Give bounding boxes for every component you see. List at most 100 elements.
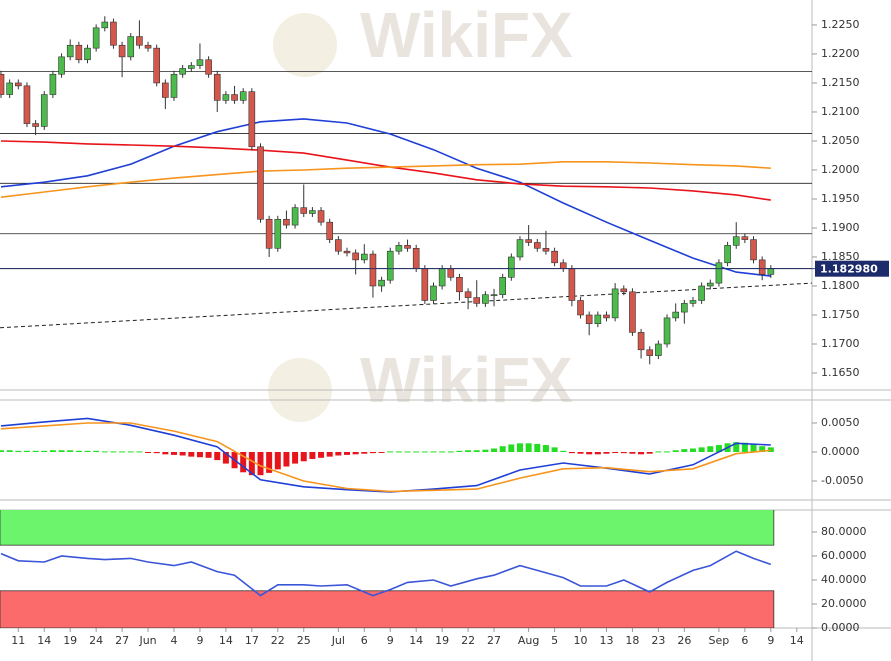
x-tick-label: 19 xyxy=(435,634,449,647)
histogram-bar xyxy=(67,450,74,452)
y-tick-label: 20.0000 xyxy=(821,597,867,610)
histogram-bar xyxy=(551,447,558,452)
candle-body xyxy=(395,245,403,252)
histogram-bar xyxy=(145,452,152,453)
histogram-bar xyxy=(508,444,515,452)
histogram-bar xyxy=(257,452,264,476)
histogram-bar xyxy=(41,450,48,452)
candle-body xyxy=(248,91,256,148)
zone-band xyxy=(0,510,775,546)
y-tick-label: 0.0050 xyxy=(821,416,860,429)
histogram-bar xyxy=(733,442,740,452)
candle-body xyxy=(32,123,39,127)
histogram-bar xyxy=(318,452,325,458)
candle-body xyxy=(49,73,57,95)
histogram-bar xyxy=(274,452,281,470)
histogram-bar xyxy=(421,451,428,453)
histogram-bar xyxy=(491,448,498,452)
candle-body xyxy=(187,65,195,69)
histogram-bar xyxy=(188,452,195,457)
candle-body xyxy=(430,285,437,301)
candle-body xyxy=(58,56,65,75)
x-tick-label: 9 xyxy=(767,634,774,647)
candle-body xyxy=(127,36,135,58)
histogram-bar xyxy=(352,452,359,455)
y-tick-label: -0.0050 xyxy=(821,474,863,487)
candle-body xyxy=(118,44,126,58)
last-price-label: 1.182980 xyxy=(820,263,878,276)
x-tick-label: 27 xyxy=(487,634,501,647)
x-tick-label: Aug xyxy=(518,634,539,647)
candle-body xyxy=(568,268,576,301)
histogram-bar xyxy=(689,448,696,452)
indicator-line xyxy=(0,161,771,198)
x-tick-label: 23 xyxy=(651,634,665,647)
candle-body xyxy=(655,343,662,356)
histogram-bar xyxy=(15,450,22,452)
histogram-bar xyxy=(32,450,39,452)
histogram-bar xyxy=(586,452,593,455)
histogram-bar xyxy=(214,452,221,461)
histogram-bar xyxy=(672,450,679,452)
x-tick-label: 14 xyxy=(790,634,804,647)
histogram-bar xyxy=(222,452,229,464)
candle-body xyxy=(162,82,169,98)
histogram-bar xyxy=(309,452,316,459)
x-tick-label: 27 xyxy=(115,634,129,647)
candle-body xyxy=(681,303,688,313)
candle-body xyxy=(585,314,593,324)
indicator-line xyxy=(0,140,771,201)
candle-body xyxy=(473,297,481,304)
histogram-bar xyxy=(664,451,671,453)
histogram-bar xyxy=(534,443,541,452)
histogram-bar xyxy=(179,452,186,456)
candle-body xyxy=(698,285,705,301)
histogram-bar xyxy=(482,449,489,452)
histogram-bar xyxy=(707,446,714,452)
candle-body xyxy=(741,236,749,240)
x-tick-label: 19 xyxy=(63,634,77,647)
y-tick-label: 80.0000 xyxy=(821,525,867,538)
candle-body xyxy=(620,288,628,293)
histogram-bar xyxy=(101,451,108,453)
histogram-bar xyxy=(0,450,5,452)
y-tick-label: 1.1750 xyxy=(821,308,860,321)
candle-body xyxy=(508,256,515,278)
histogram-bar xyxy=(300,452,307,462)
histogram-bar xyxy=(283,452,290,467)
candle-body xyxy=(386,250,394,281)
y-tick-label: 1.1850 xyxy=(821,250,860,263)
candle-body xyxy=(732,236,740,246)
candle-body xyxy=(239,91,247,101)
histogram-bar xyxy=(447,451,454,453)
candle-body xyxy=(153,47,160,84)
histogram-bar xyxy=(681,449,688,452)
histogram-bar xyxy=(525,443,532,452)
histogram-bar xyxy=(629,452,636,454)
histogram-bar xyxy=(162,452,169,455)
x-tick-label: 24 xyxy=(89,634,103,647)
x-tick-label: 13 xyxy=(599,634,613,647)
candle-body xyxy=(758,259,766,275)
candle-body xyxy=(750,239,757,261)
candle-body xyxy=(663,317,671,345)
histogram-bar xyxy=(655,451,662,453)
candle-body xyxy=(75,44,83,61)
histogram-bar xyxy=(603,452,610,454)
histogram-bar xyxy=(612,452,619,453)
x-tick-label: 26 xyxy=(677,634,691,647)
candle-body xyxy=(611,288,619,319)
x-tick-label: 25 xyxy=(297,634,311,647)
histogram-bar xyxy=(767,447,774,452)
histogram-bar xyxy=(196,452,203,458)
y-tick-label: 1.1900 xyxy=(821,221,860,234)
candle-body xyxy=(516,239,524,258)
watermark-logo xyxy=(273,13,337,77)
histogram-bar xyxy=(84,450,91,452)
candle-body xyxy=(6,82,13,95)
y-tick-label: 60.0000 xyxy=(821,549,867,562)
histogram-bar xyxy=(361,452,368,454)
watermark: WikiFX xyxy=(360,0,573,71)
histogram-bar xyxy=(153,452,160,454)
candle-body xyxy=(378,279,385,287)
